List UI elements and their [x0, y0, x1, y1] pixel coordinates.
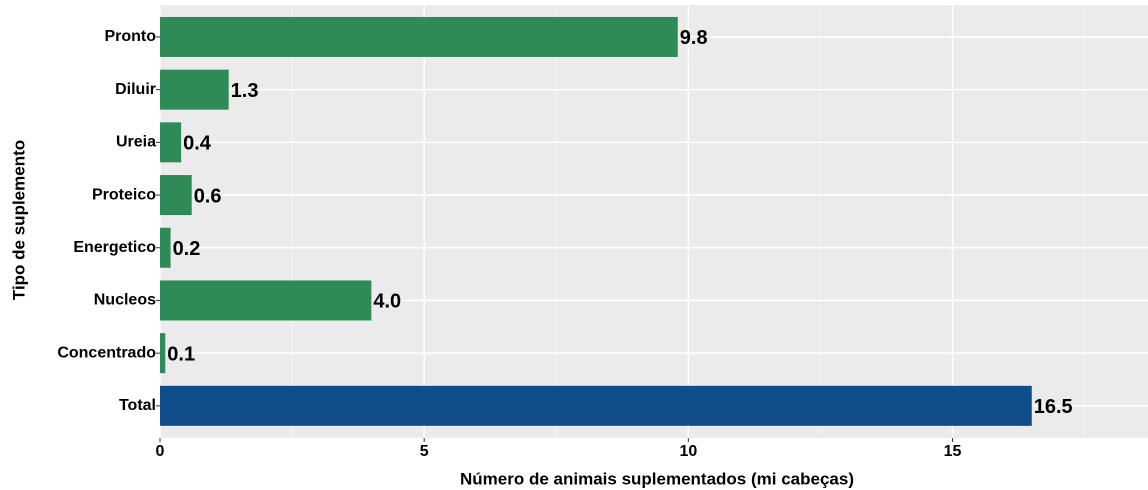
bar [160, 122, 182, 163]
bar [160, 175, 192, 216]
value-label: 1.3 [231, 80, 259, 102]
bar [160, 16, 678, 57]
y-tick-label: Ureia [116, 134, 156, 151]
value-label: 0.1 [167, 343, 195, 365]
x-tick-label: 0 [156, 443, 165, 460]
value-label: 0.2 [173, 238, 201, 260]
bar [160, 69, 229, 110]
bar [160, 227, 171, 268]
value-label: 16.5 [1034, 396, 1073, 418]
bar [160, 333, 166, 374]
y-tick-label: Proteico [92, 186, 156, 203]
value-label: 9.8 [680, 27, 708, 49]
panel [160, 5, 1148, 438]
value-label: 0.4 [183, 133, 212, 155]
x-tick-label: 15 [944, 443, 962, 460]
y-axis-title: Tipo de suplemento [9, 140, 28, 300]
x-axis-title: Número de animais suplementados (mi cabe… [460, 469, 854, 488]
bar [160, 385, 1032, 426]
y-tick-label: Energetico [73, 239, 156, 256]
y-tick-label: Total [119, 397, 156, 414]
y-tick-label: Concentrado [57, 344, 156, 361]
value-label: 0.6 [194, 185, 222, 207]
bar [160, 280, 372, 321]
value-label: 4.0 [373, 291, 401, 313]
y-tick-label: Nucleos [94, 292, 156, 309]
x-tick-label: 10 [679, 443, 697, 460]
y-tick-label: Pronto [104, 28, 156, 45]
x-tick-label: 5 [420, 443, 429, 460]
y-tick-label: Diluir [115, 81, 156, 98]
